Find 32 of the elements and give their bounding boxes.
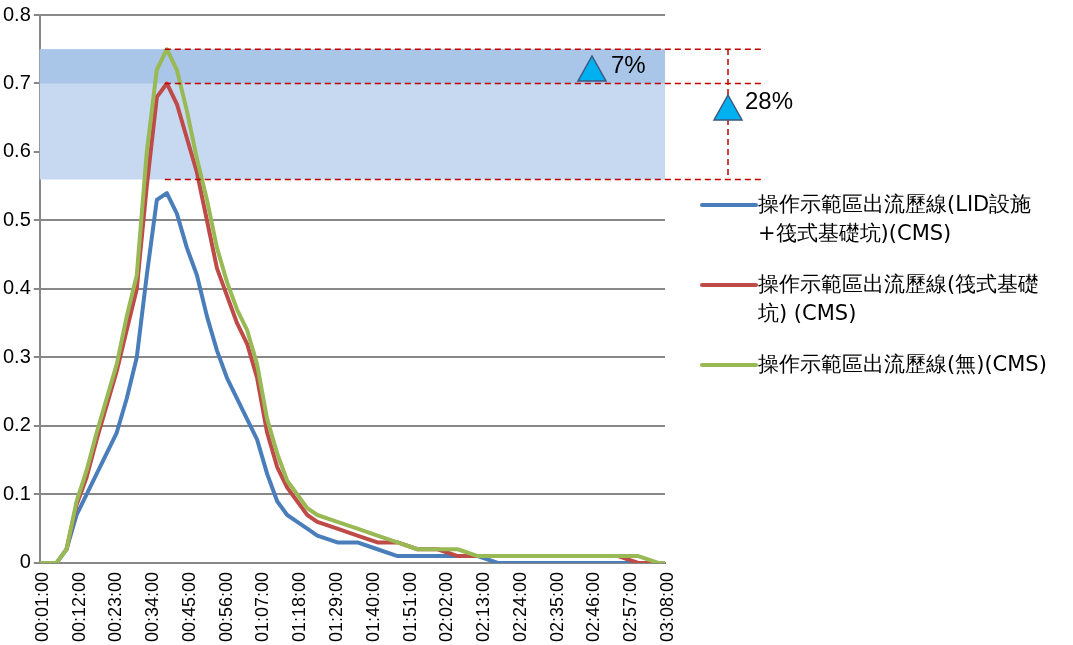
x-tick-label: 00:34:00	[142, 571, 163, 643]
y-tick-label: 0.5	[2, 207, 31, 230]
x-tick-label: 02:46:00	[583, 571, 604, 643]
x-tick-label: 01:18:00	[289, 571, 310, 643]
x-tick-label: 00:01:00	[31, 571, 52, 643]
x-tick-label: 02:02:00	[436, 571, 457, 643]
legend-label: 操作示範區出流歷線(無)(CMS)	[758, 351, 1048, 378]
legend-label: 操作示範區出流歷線(筏式基礎坑) (CMS)	[758, 271, 1041, 327]
annotation: 7%	[611, 51, 646, 80]
x-tick-label: 02:57:00	[620, 571, 641, 643]
x-tick-label: 01:29:00	[325, 571, 346, 643]
x-tick-label: 00:56:00	[215, 571, 236, 643]
y-tick-label: 0.4	[2, 276, 31, 299]
x-tick-label: 01:40:00	[362, 571, 383, 643]
y-tick-label: 0	[19, 550, 31, 573]
x-tick-label: 00:45:00	[178, 571, 199, 643]
y-tick-label: 0.8	[2, 2, 31, 25]
x-tick-label: 00:12:00	[68, 571, 89, 643]
y-tick-label: 0.7	[2, 71, 31, 94]
y-tick-label: 0.6	[2, 139, 31, 162]
text: 28%	[745, 87, 794, 116]
x-tick-label: 02:35:00	[546, 571, 567, 643]
x-tick-label: 01:07:00	[252, 571, 273, 643]
x-tick-label: 02:24:00	[509, 571, 530, 643]
x-tick-label: 03:08:00	[656, 571, 677, 643]
legend-label: 操作示範區出流歷線(LID設施+筏式基礎坑)(CMS)	[758, 191, 1033, 247]
y-tick-label: 0.1	[2, 481, 31, 504]
y-tick-label: 0.2	[2, 413, 31, 436]
x-tick-label: 01:51:00	[399, 571, 420, 643]
x-tick-label: 02:13:00	[473, 571, 494, 643]
x-tick-label: 00:23:00	[105, 571, 126, 643]
y-tick-label: 0.3	[2, 344, 31, 367]
